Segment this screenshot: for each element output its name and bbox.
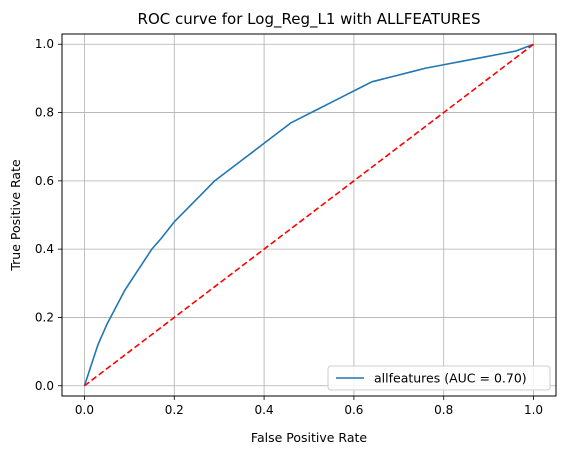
y-tick-label: 1.0 <box>35 37 54 51</box>
y-tick-label: 0.4 <box>35 242 54 256</box>
y-tick-label: 0.6 <box>35 174 54 188</box>
chance-diagonal-line <box>83 43 535 387</box>
legend: allfeatures (AUC = 0.70) <box>327 365 551 391</box>
y-tick-label: 0.2 <box>35 310 54 324</box>
chart-title: ROC curve for Log_Reg_L1 with ALLFEATURE… <box>138 10 481 29</box>
grid <box>62 34 556 396</box>
x-tick-label: 0.4 <box>255 403 274 417</box>
x-tick-label: 0.2 <box>165 403 184 417</box>
y-axis-label: True Positive Rate <box>8 159 23 272</box>
ticks: 0.0 0.2 0.4 0.6 0.8 1.0 0.0 0.2 0.4 0.6 0.8 1.0 <box>35 37 543 417</box>
x-tick-label: 0.8 <box>434 403 453 417</box>
x-tick-label: 0.0 <box>75 403 94 417</box>
x-tick-label: 0.6 <box>344 403 363 417</box>
roc-curve-line <box>83 43 534 387</box>
series-layer <box>83 43 535 387</box>
x-tick-label: 1.0 <box>524 403 543 417</box>
legend-entry-allfeatures: allfeatures (AUC = 0.70) <box>374 371 527 386</box>
y-tick-label: 0.8 <box>35 106 54 120</box>
x-axis-label: False Positive Rate <box>251 430 367 445</box>
legend-box <box>327 365 551 391</box>
y-tick-label: 0.0 <box>35 379 54 393</box>
plot-frame <box>61 33 557 397</box>
